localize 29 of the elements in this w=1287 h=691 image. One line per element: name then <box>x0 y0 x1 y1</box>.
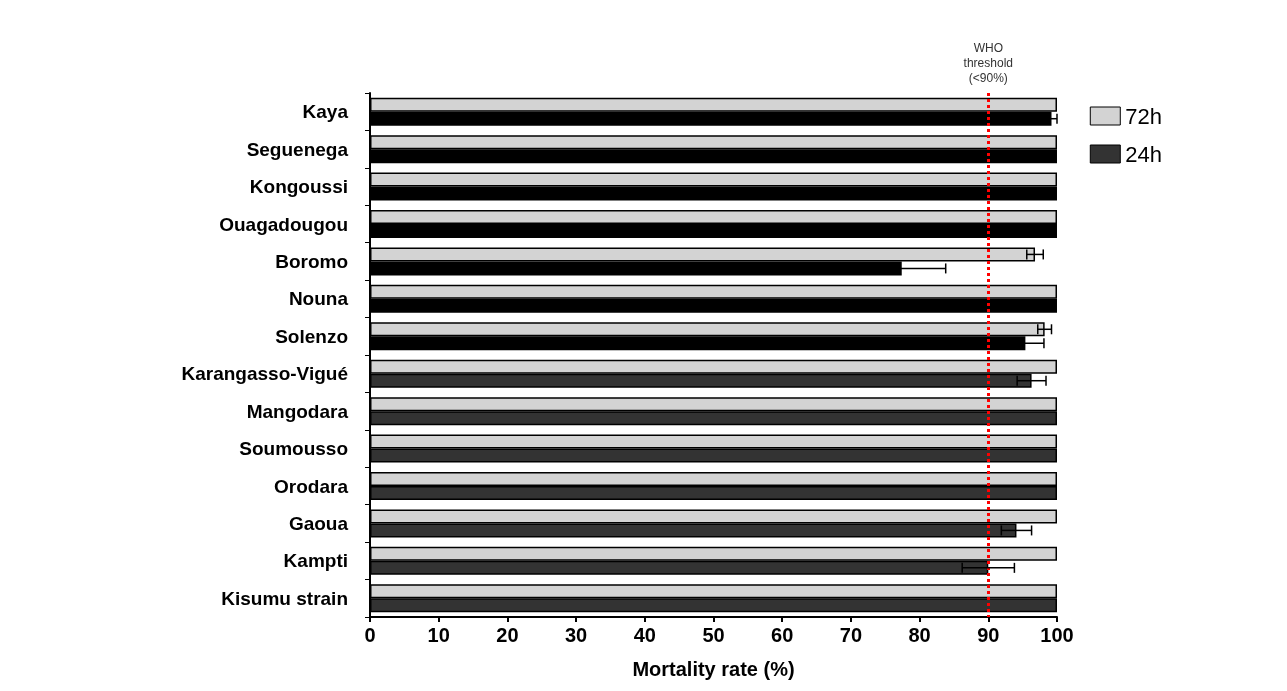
legend-label: 72h <box>1125 103 1163 129</box>
y-tick-label: Soumousso <box>239 438 348 460</box>
x-tick-label: 70 <box>839 624 863 646</box>
y-tick-label: Ouagadougou <box>219 213 348 235</box>
ref-line-label: WHO threshold (<90%) <box>963 40 1013 85</box>
y-tick-label: Mangodara <box>246 400 349 422</box>
legend-label: 24h <box>1125 141 1163 167</box>
x-tick-label: 60 <box>771 624 794 646</box>
y-tick-label: Kampti <box>283 550 348 572</box>
x-tick-label: 40 <box>633 624 656 646</box>
y-tick-label: Seguenega <box>246 138 349 160</box>
y-tick-label: Solenzo <box>275 325 348 347</box>
x-tick-label: 80 <box>908 624 931 646</box>
x-tick-label: 100 <box>1040 624 1074 646</box>
x-tick-label: 20 <box>496 624 519 646</box>
y-tick-label: Karangasso-Vigué <box>181 363 348 385</box>
y-tick-label: Gaoua <box>288 512 349 534</box>
x-tick-label: 90 <box>977 624 1000 646</box>
y-tick-label: Kaya <box>302 101 349 123</box>
y-tick-label: Orodara <box>274 475 349 497</box>
y-tick-label: Boromo <box>275 250 348 272</box>
x-tick-label: 50 <box>702 624 725 646</box>
y-tick-label: Kisumu strain <box>221 587 348 609</box>
x-tick-label: 30 <box>564 624 588 646</box>
x-tick-label: 10 <box>427 624 450 646</box>
y-tick-label: Kongoussi <box>249 176 348 198</box>
x-tick-label: 0 <box>364 624 376 646</box>
x-axis-title: Mortality rate (%) <box>632 658 795 680</box>
y-tick-label: Nouna <box>288 288 349 310</box>
